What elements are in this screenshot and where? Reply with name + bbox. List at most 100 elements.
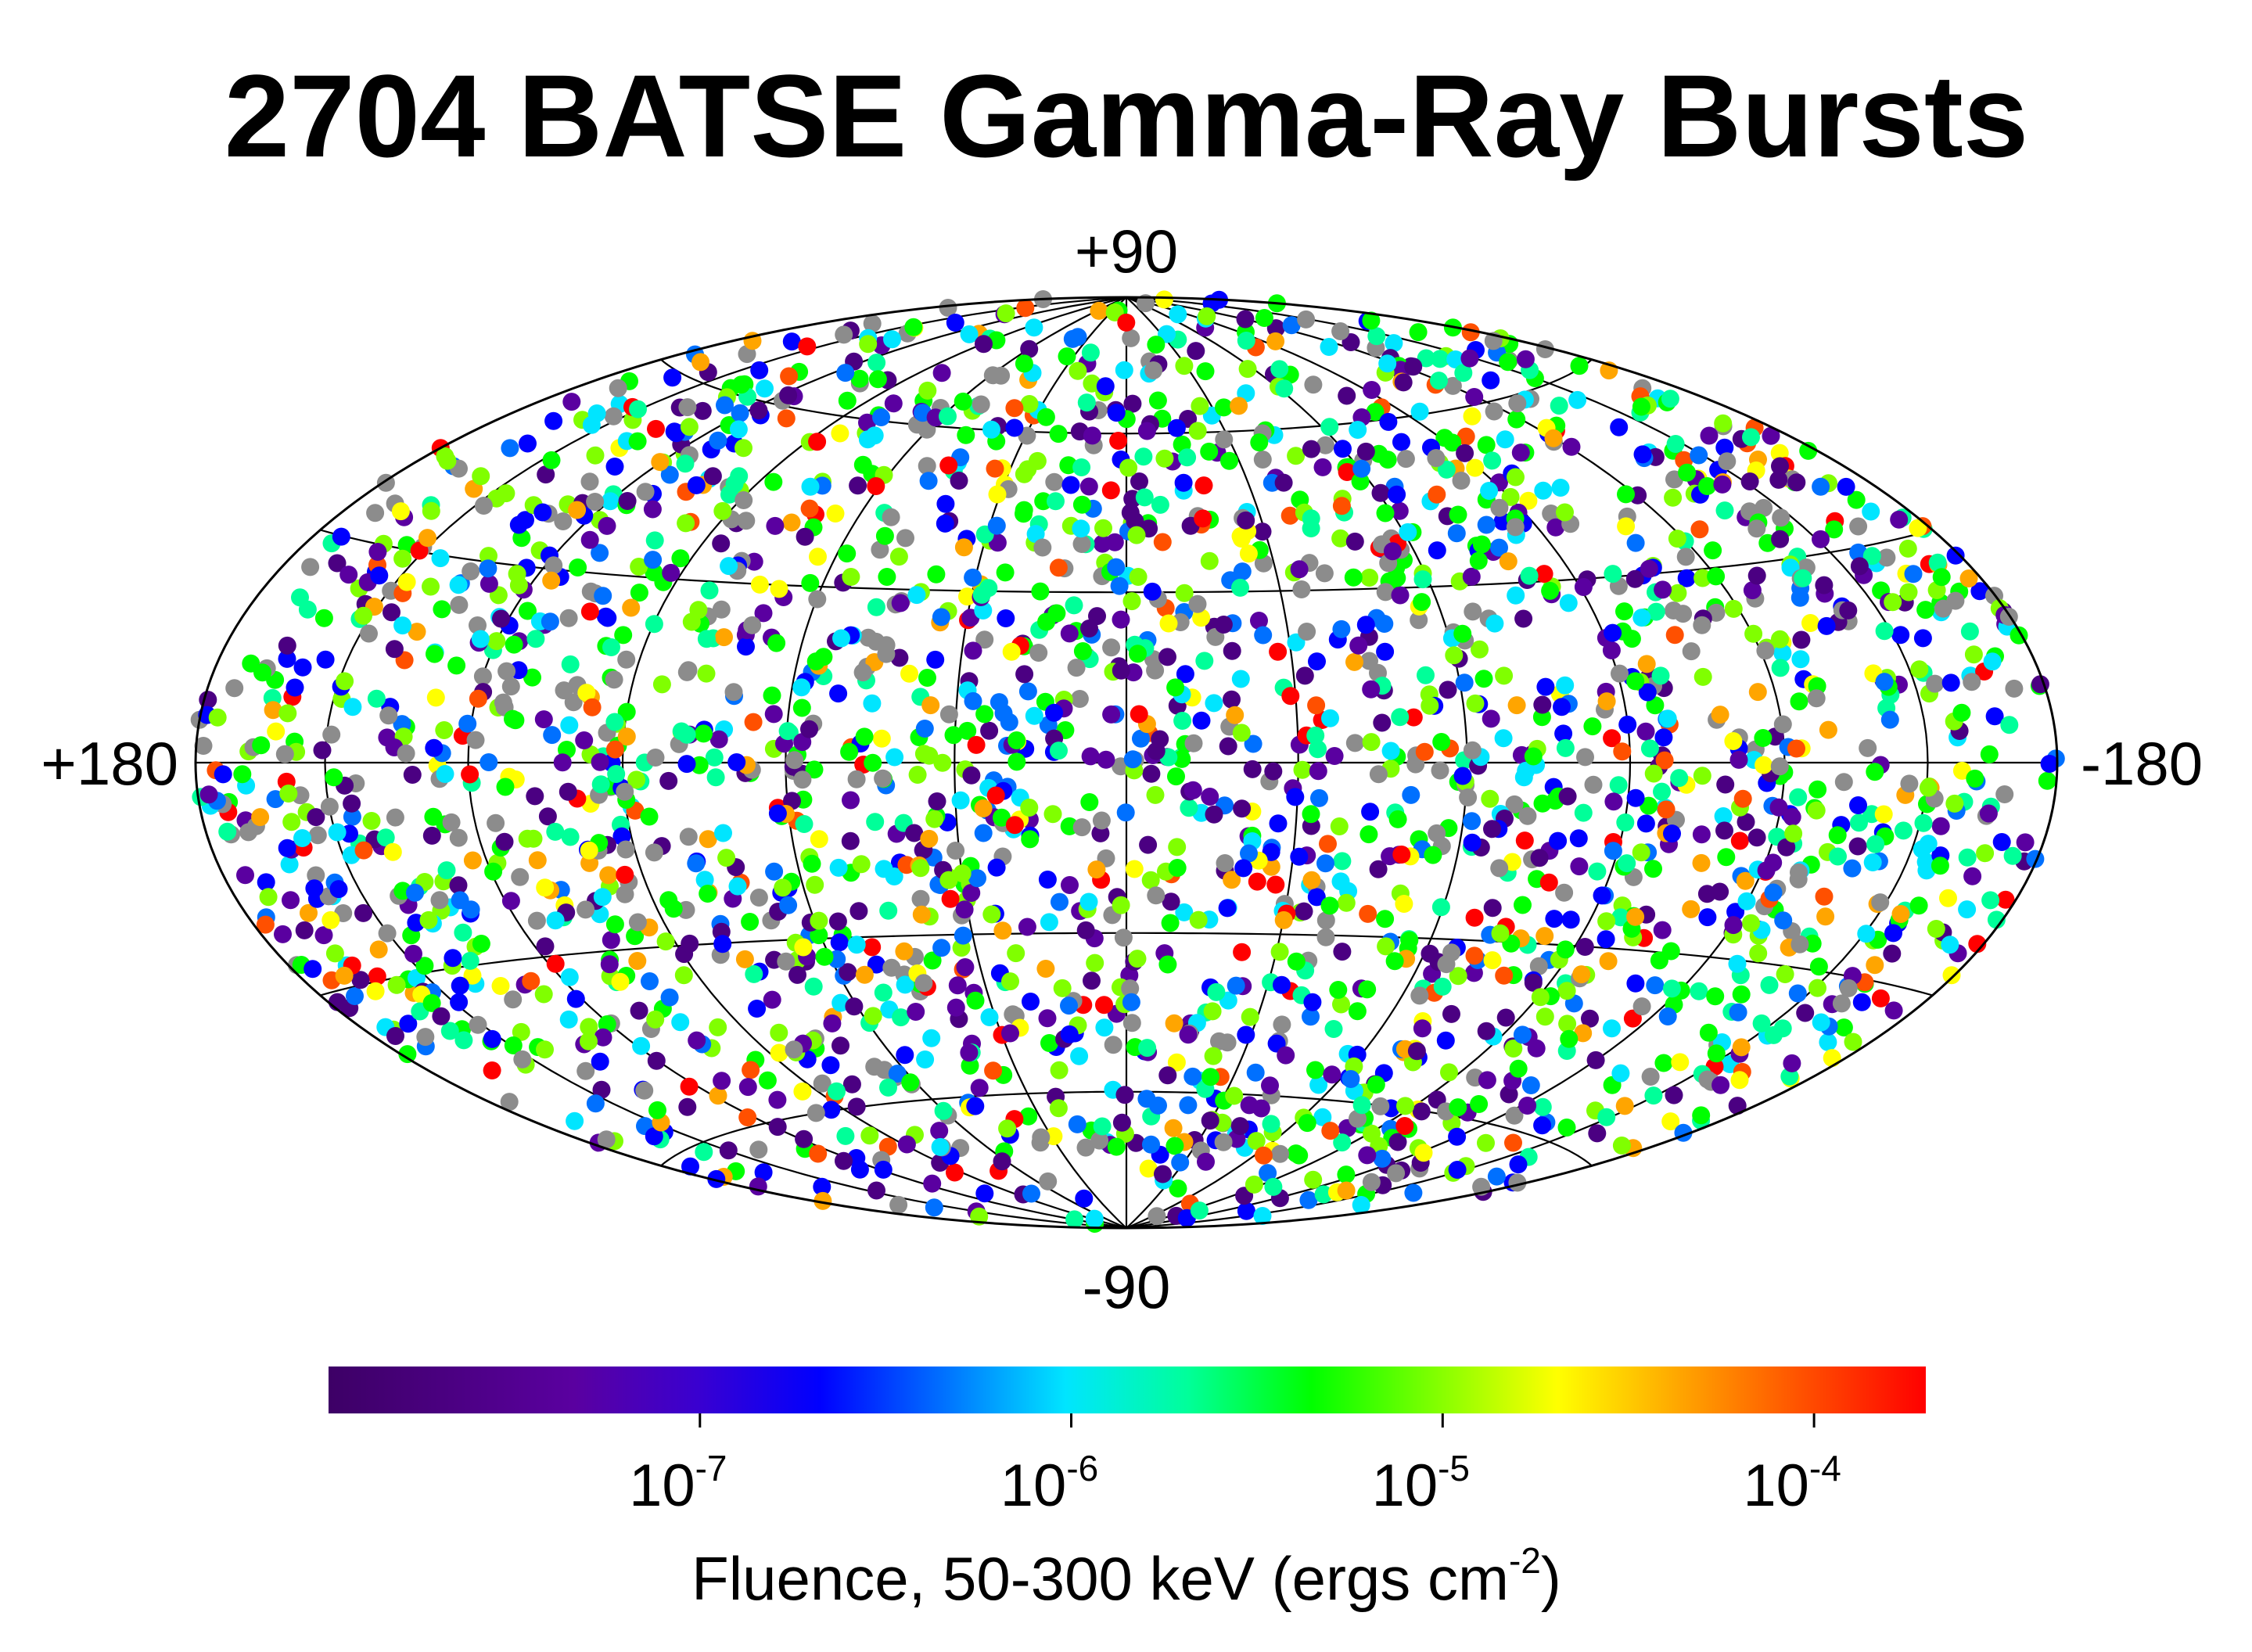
burst-point <box>1164 1119 1183 1137</box>
burst-point <box>1655 751 1674 770</box>
burst-point <box>2000 716 2019 734</box>
burst-point <box>777 952 796 971</box>
burst-point <box>562 393 581 411</box>
burst-point <box>580 1032 598 1050</box>
burst-point <box>1220 451 1238 470</box>
burst-point <box>1342 1070 1360 1088</box>
burst-point <box>864 753 882 772</box>
burst-point <box>960 325 979 343</box>
burst-point <box>1295 666 1314 685</box>
burst-point <box>366 504 385 523</box>
burst-point <box>1020 395 1039 413</box>
burst-point <box>741 913 760 931</box>
burst-point <box>1239 544 1258 563</box>
burst-point <box>1568 390 1587 409</box>
burst-point <box>1644 1086 1663 1105</box>
burst-point <box>1102 638 1121 657</box>
burst-point <box>1812 477 1830 496</box>
burst-point <box>1230 1117 1249 1136</box>
burst-point <box>1913 629 1932 648</box>
burst-point <box>1128 950 1147 968</box>
burst-point <box>519 602 537 620</box>
burst-point <box>1392 433 1410 451</box>
burst-point <box>735 491 753 509</box>
burst-point <box>436 765 454 783</box>
burst-point <box>1134 447 1153 466</box>
burst-point <box>1050 742 1068 760</box>
burst-point <box>1891 626 1910 645</box>
burst-point <box>858 430 877 449</box>
burst-point <box>278 649 296 668</box>
burst-point <box>1604 842 1622 860</box>
burst-point <box>656 932 675 951</box>
burst-point <box>1250 612 1268 630</box>
burst-point <box>859 335 878 354</box>
burst-point <box>936 514 954 533</box>
burst-point <box>1076 1138 1095 1157</box>
burst-point <box>1692 1106 1711 1125</box>
burst-point <box>580 841 598 860</box>
burst-point <box>677 755 696 774</box>
burst-point <box>1717 848 1736 867</box>
burst-point <box>1162 892 1180 911</box>
burst-point <box>1966 769 1984 788</box>
burst-point <box>526 630 545 648</box>
burst-point <box>788 965 806 984</box>
burst-point <box>1237 511 1255 530</box>
burst-point <box>946 314 964 332</box>
burst-point <box>1931 857 1949 875</box>
burst-point <box>1116 803 1135 822</box>
burst-point <box>2003 846 2022 865</box>
burst-point <box>1007 752 1026 771</box>
burst-point <box>1604 565 1622 584</box>
burst-point <box>601 492 620 511</box>
burst-point <box>660 988 679 1007</box>
burst-point <box>946 1163 964 1182</box>
burst-point <box>1361 803 1380 821</box>
burst-point <box>1248 872 1266 891</box>
burst-point <box>1700 426 1719 445</box>
burst-point <box>1047 492 1065 511</box>
burst-point <box>1465 908 1484 927</box>
burst-point <box>931 1137 950 1156</box>
burst-point <box>1482 371 1500 390</box>
burst-point <box>1875 622 1894 641</box>
burst-point <box>513 1050 532 1068</box>
burst-point <box>1654 580 1672 599</box>
burst-point <box>939 871 958 889</box>
burst-point <box>274 925 292 943</box>
burst-point <box>259 888 278 907</box>
burst-point <box>1175 357 1194 375</box>
burst-point <box>1952 703 1971 722</box>
burst-point <box>645 531 664 550</box>
burst-point <box>1381 742 1400 760</box>
burst-point <box>1527 1039 1546 1058</box>
burst-point <box>1018 460 1037 479</box>
burst-point <box>831 424 849 443</box>
burst-point <box>1218 1033 1237 1052</box>
burst-point <box>1653 921 1672 939</box>
burst-point <box>1187 342 1205 361</box>
burst-point <box>1320 338 1338 356</box>
tick-exponent: -4 <box>1809 1448 1841 1489</box>
burst-point <box>1477 1022 1496 1040</box>
burst-point <box>1362 311 1381 330</box>
burst-point <box>278 704 297 723</box>
burst-point <box>923 951 942 970</box>
burst-point <box>905 824 924 842</box>
burst-point <box>1711 706 1729 724</box>
burst-point <box>1610 418 1629 436</box>
burst-point <box>1390 501 1409 520</box>
burst-point <box>809 1144 828 1163</box>
burst-point <box>1963 673 1981 691</box>
burst-point <box>679 661 698 680</box>
burst-point <box>1129 645 1147 663</box>
burst-point <box>774 878 792 897</box>
burst-point <box>1632 997 1651 1016</box>
axis-label-bottom: -90 <box>1083 1252 1171 1321</box>
burst-point <box>1435 429 1454 447</box>
burst-point <box>1310 788 1328 807</box>
burst-point <box>1179 1025 1198 1044</box>
burst-point <box>700 581 719 600</box>
burst-point <box>251 808 270 827</box>
